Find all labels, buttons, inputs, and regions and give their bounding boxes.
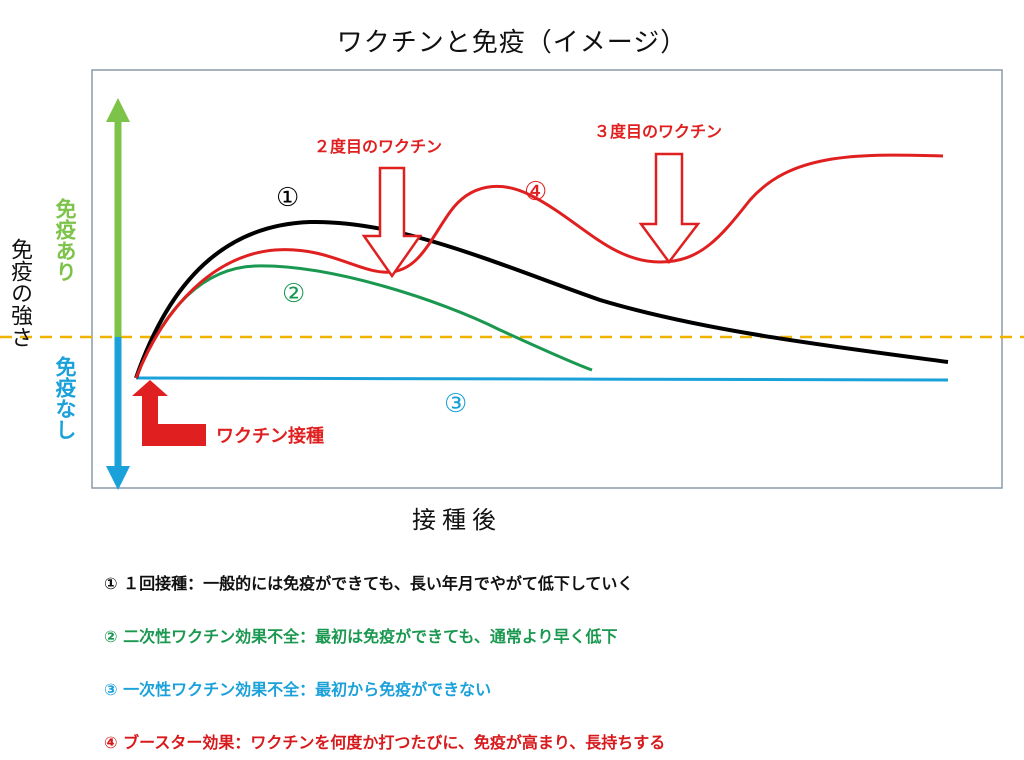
immune-absent-label: 免疫なし xyxy=(53,356,77,440)
vaccination-arrow-head xyxy=(132,380,168,396)
second-dose-label: ２度目のワクチン xyxy=(314,137,442,156)
x-axis-label: 接種後 xyxy=(412,506,502,534)
curve-4-line xyxy=(134,153,944,379)
curve-3-label: ③ xyxy=(444,389,467,419)
curve-3-line xyxy=(135,376,949,382)
y-axis-label: 免疫の強さ xyxy=(7,238,32,348)
plot-frame xyxy=(91,69,1003,489)
legend-item-3: ③ 一次性ワクチン効果不全：最初から免疫ができない xyxy=(104,680,492,699)
axis-up-arrowhead xyxy=(106,98,130,122)
axis-down-arrowhead xyxy=(106,466,130,490)
second-dose-arrow xyxy=(361,166,423,279)
third-dose-arrow xyxy=(638,152,701,265)
curve-1-line xyxy=(134,219,949,379)
curve-2-label: ② xyxy=(282,279,305,309)
diagram-title: ワクチンと免疫（イメージ） xyxy=(336,28,688,58)
vaccination-label: ワクチン接種 xyxy=(216,425,324,447)
immune-present-label: 免疫あり xyxy=(53,198,77,282)
curve-2-line xyxy=(134,264,593,379)
legend-item-4: ④ ブースター効果：ワクチンを何度か打つたびに、免疫が高まり、長持ちする xyxy=(104,733,666,752)
legend-item-1: ① １回接種：一般的には免疫ができても、長い年月でやがて低下していく xyxy=(104,574,634,593)
curve-4-label: ④ xyxy=(524,177,547,207)
curve-1-label: ① xyxy=(276,183,299,213)
vaccination-arrow-body xyxy=(142,392,206,446)
legend-item-2: ② 二次性ワクチン効果不全：最初は免疫ができても、通常より早く低下 xyxy=(104,627,618,646)
third-dose-label: ３度目のワクチン xyxy=(594,122,722,141)
